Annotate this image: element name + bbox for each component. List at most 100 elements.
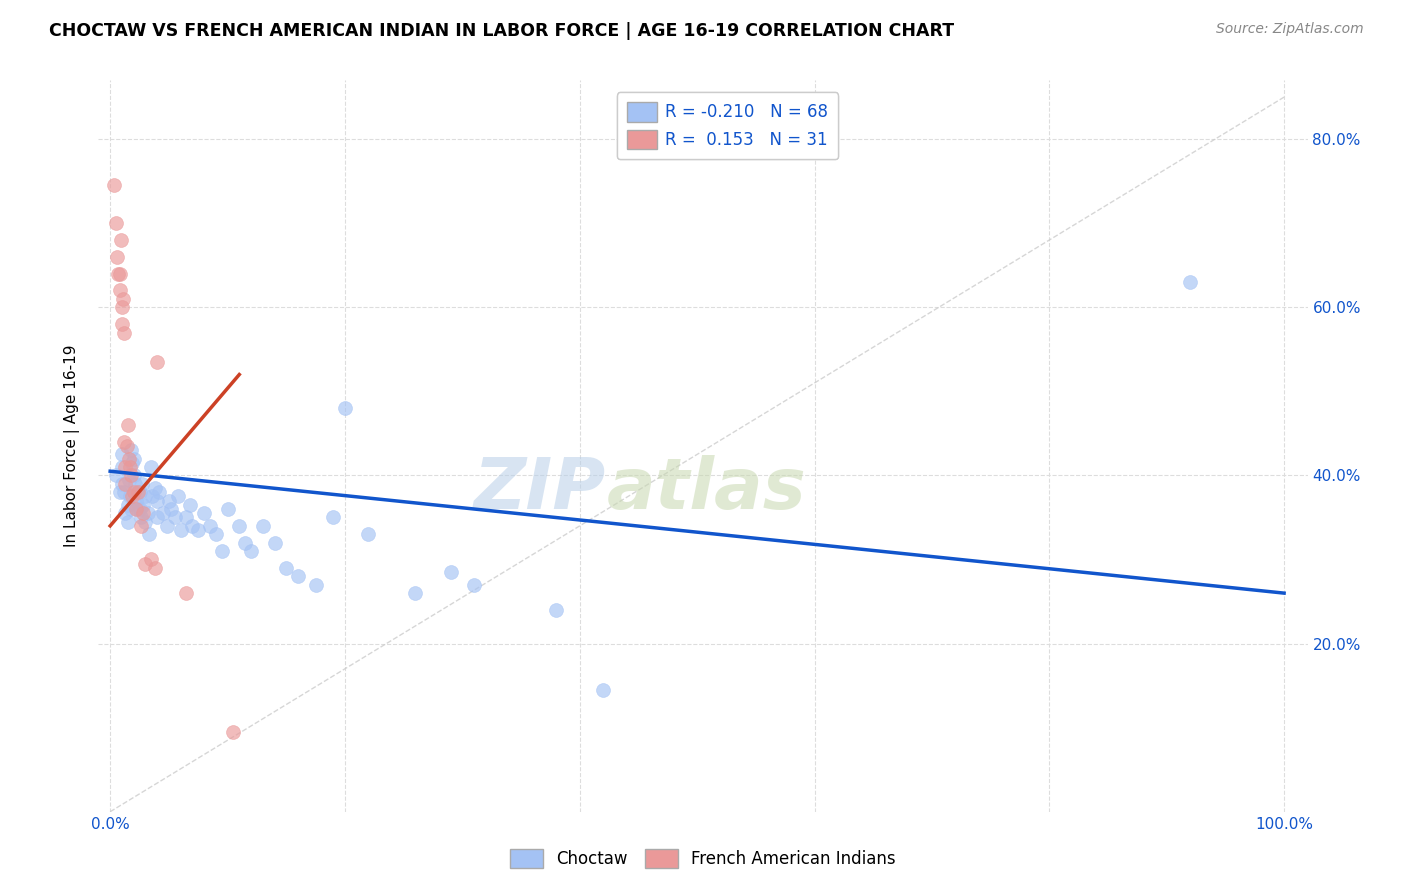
Point bbox=[141, 490, 163, 504]
Point bbox=[120, 490, 142, 504]
Point bbox=[111, 460, 134, 475]
Point bbox=[129, 510, 152, 524]
Point bbox=[146, 510, 169, 524]
Point bbox=[107, 267, 129, 281]
Point bbox=[122, 485, 145, 500]
Y-axis label: In Labor Force | Age 16-19: In Labor Force | Age 16-19 bbox=[63, 344, 80, 548]
Point bbox=[136, 506, 159, 520]
Point bbox=[114, 506, 136, 520]
Point bbox=[112, 292, 135, 306]
Point bbox=[108, 485, 131, 500]
Point bbox=[287, 569, 309, 583]
Point bbox=[132, 506, 155, 520]
Text: CHOCTAW VS FRENCH AMERICAN INDIAN IN LABOR FORCE | AGE 16-19 CORRELATION CHART: CHOCTAW VS FRENCH AMERICAN INDIAN IN LAB… bbox=[49, 22, 955, 40]
Point bbox=[176, 586, 198, 600]
Point bbox=[152, 506, 174, 520]
Point bbox=[134, 515, 156, 529]
Point bbox=[131, 476, 153, 491]
Point bbox=[333, 401, 356, 416]
Point bbox=[181, 519, 204, 533]
Point bbox=[167, 490, 190, 504]
Point bbox=[118, 473, 141, 487]
Point bbox=[163, 510, 186, 524]
Point bbox=[122, 451, 145, 466]
Point bbox=[112, 485, 135, 500]
Point bbox=[111, 447, 134, 461]
Point bbox=[141, 552, 163, 566]
Point bbox=[204, 527, 226, 541]
Point bbox=[132, 498, 155, 512]
Point bbox=[117, 417, 139, 432]
Point bbox=[240, 544, 263, 558]
Text: ZIP: ZIP bbox=[474, 456, 606, 524]
Point bbox=[1180, 275, 1202, 289]
Point bbox=[111, 476, 134, 491]
Point bbox=[115, 439, 138, 453]
Point bbox=[128, 485, 150, 500]
Point bbox=[439, 565, 461, 579]
Point bbox=[122, 468, 145, 483]
Point bbox=[146, 355, 169, 369]
Point bbox=[157, 493, 180, 508]
Text: atlas: atlas bbox=[606, 456, 806, 524]
Point bbox=[105, 468, 128, 483]
Point bbox=[124, 476, 146, 491]
Point bbox=[127, 502, 149, 516]
Point bbox=[404, 586, 426, 600]
Point bbox=[112, 326, 135, 340]
Point bbox=[121, 490, 143, 504]
Point bbox=[143, 481, 166, 495]
Point bbox=[127, 485, 149, 500]
Point bbox=[105, 216, 128, 230]
Point bbox=[169, 523, 191, 537]
Point bbox=[160, 502, 183, 516]
Point bbox=[176, 510, 198, 524]
Point bbox=[117, 515, 139, 529]
Point bbox=[110, 233, 132, 247]
Point bbox=[263, 535, 285, 549]
Point bbox=[134, 557, 156, 571]
Point bbox=[155, 519, 177, 533]
Point bbox=[198, 519, 221, 533]
Point bbox=[222, 724, 245, 739]
Point bbox=[114, 476, 136, 491]
Point bbox=[141, 460, 163, 475]
Point bbox=[118, 451, 141, 466]
Point bbox=[108, 284, 131, 298]
Point bbox=[120, 468, 142, 483]
Point bbox=[120, 502, 142, 516]
Point bbox=[546, 603, 568, 617]
Point bbox=[146, 493, 169, 508]
Point bbox=[252, 519, 274, 533]
Point bbox=[228, 519, 250, 533]
Point bbox=[276, 561, 298, 575]
Point bbox=[148, 485, 170, 500]
Point bbox=[120, 460, 142, 475]
Point bbox=[304, 578, 326, 592]
Point bbox=[179, 498, 201, 512]
Point bbox=[108, 267, 131, 281]
Point bbox=[125, 502, 148, 516]
Point bbox=[233, 535, 256, 549]
Point bbox=[187, 523, 209, 537]
Point bbox=[114, 460, 136, 475]
Point bbox=[211, 544, 233, 558]
Point bbox=[322, 510, 344, 524]
Point bbox=[217, 502, 239, 516]
Point bbox=[121, 456, 143, 470]
Point bbox=[111, 317, 134, 331]
Point bbox=[111, 300, 134, 314]
Point bbox=[112, 434, 135, 449]
Point bbox=[134, 490, 156, 504]
Point bbox=[125, 493, 148, 508]
Point bbox=[357, 527, 380, 541]
Point bbox=[193, 506, 215, 520]
Point bbox=[103, 178, 125, 193]
Point bbox=[129, 519, 152, 533]
Text: Source: ZipAtlas.com: Source: ZipAtlas.com bbox=[1216, 22, 1364, 37]
Point bbox=[127, 485, 149, 500]
Point bbox=[120, 443, 142, 458]
Point bbox=[592, 682, 614, 697]
Point bbox=[138, 527, 160, 541]
Legend: R = -0.210   N = 68, R =  0.153   N = 31: R = -0.210 N = 68, R = 0.153 N = 31 bbox=[616, 92, 838, 159]
